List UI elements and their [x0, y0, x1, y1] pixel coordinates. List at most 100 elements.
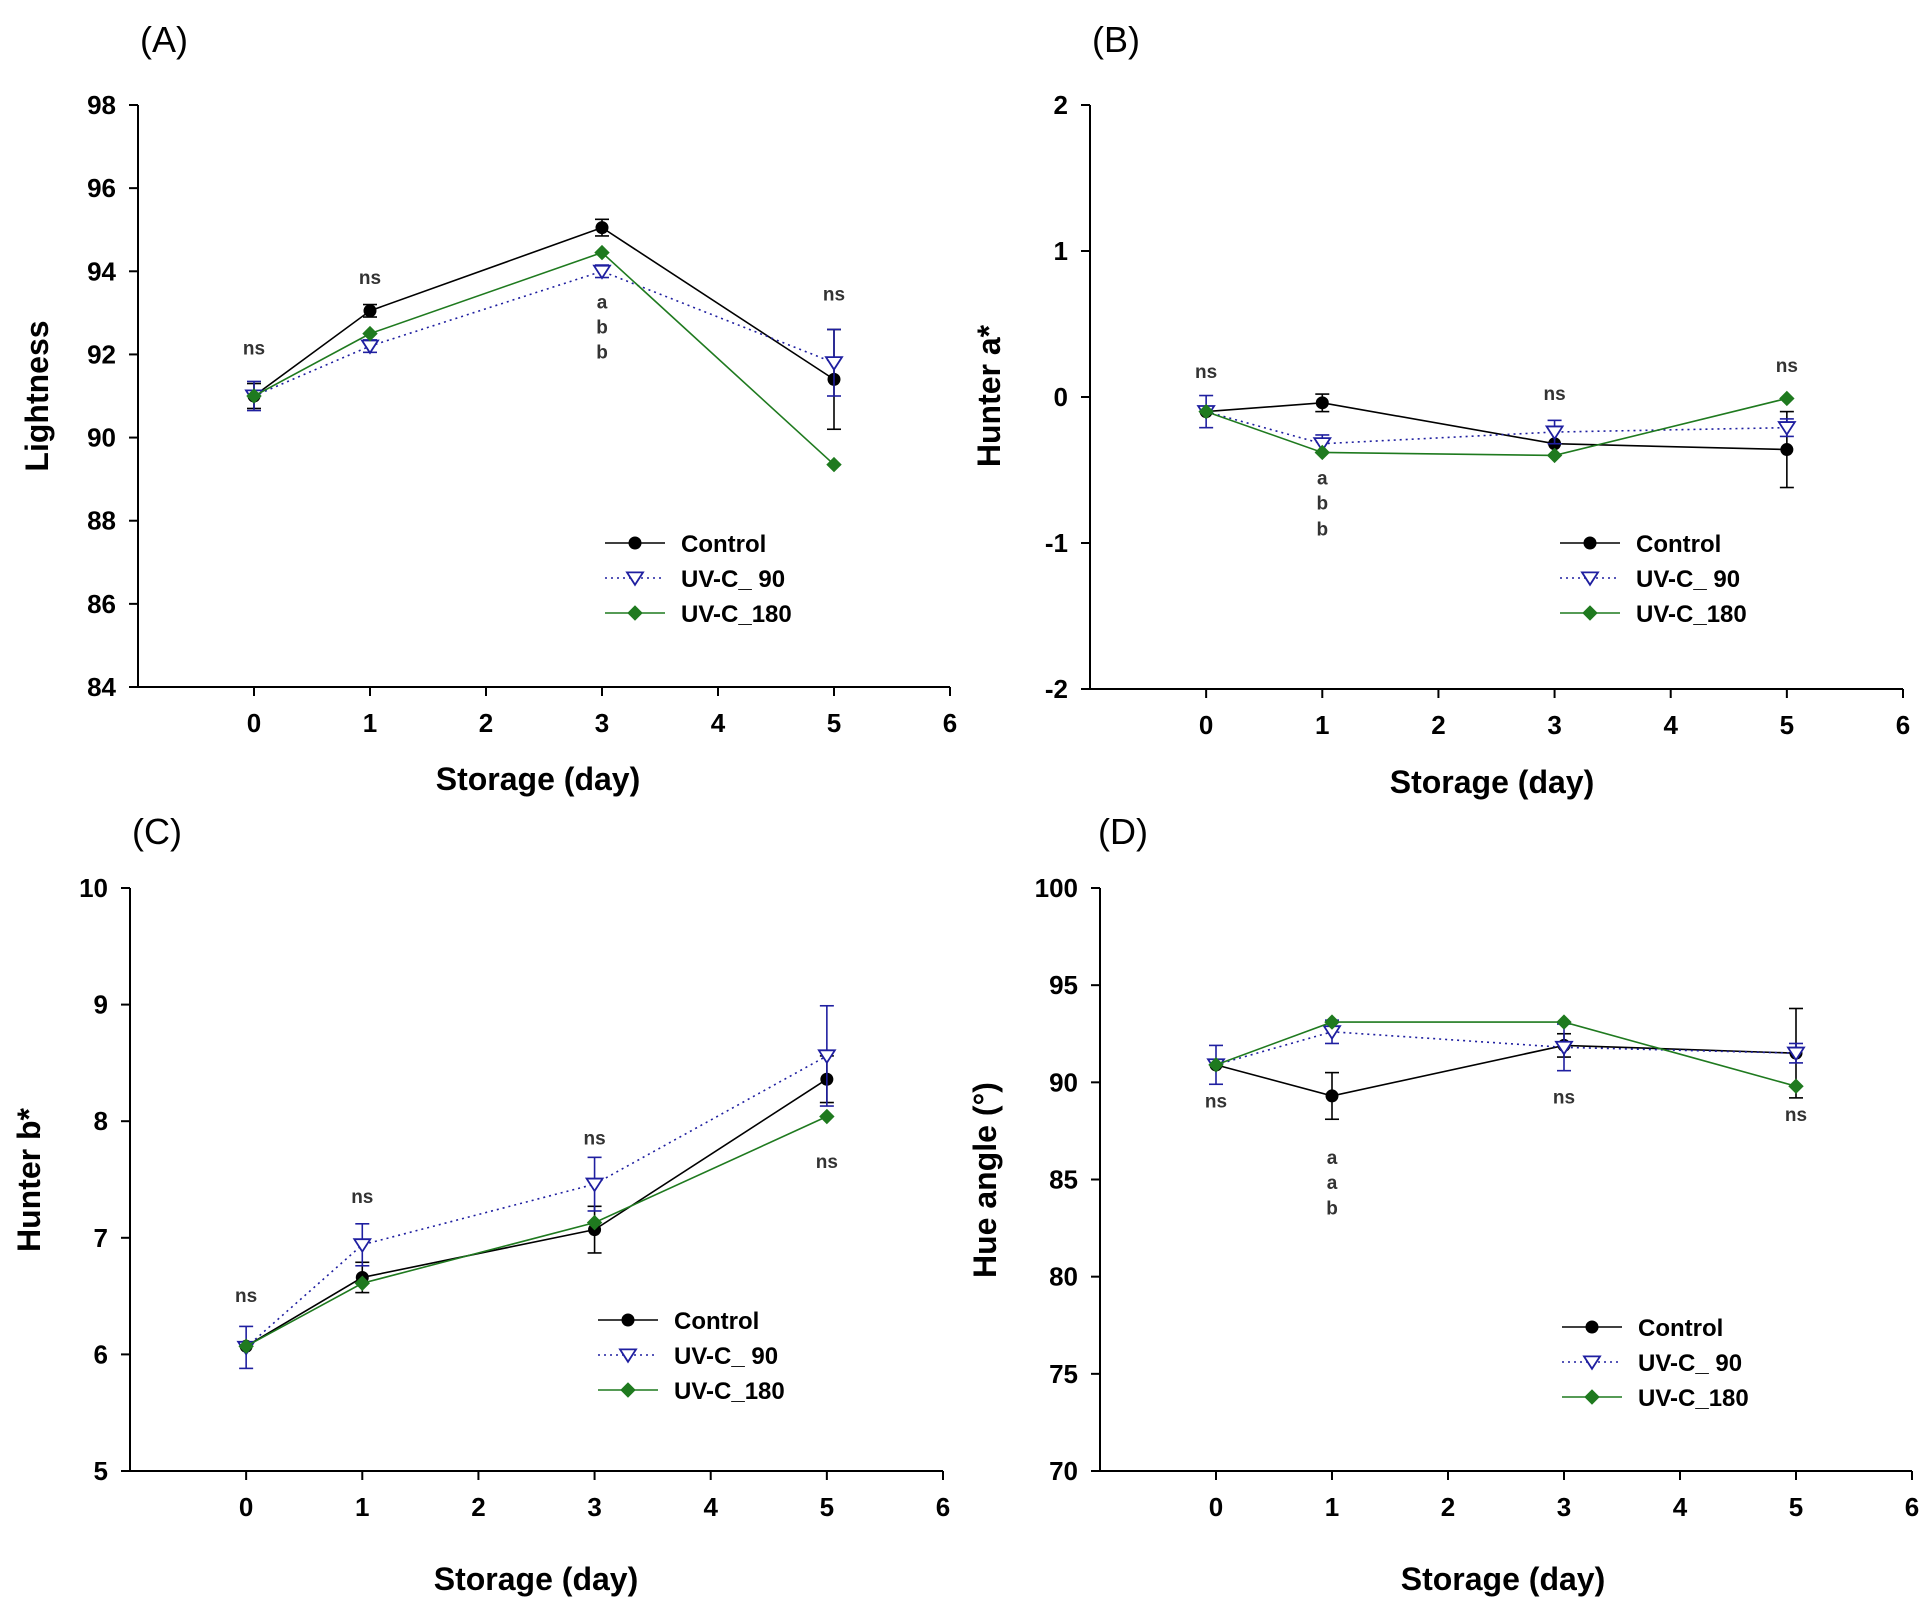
y-tick-label: 80: [1049, 1262, 1078, 1292]
y-tick-label: 90: [1049, 1067, 1078, 1097]
x-tick-label: 2: [1431, 710, 1445, 740]
significance-label: ns: [1553, 1088, 1575, 1109]
legend-marker-uvc180: [627, 605, 643, 621]
data-point-uvc180: [1788, 1078, 1804, 1094]
significance-label: ns: [1205, 1092, 1227, 1113]
y-tick-label: 90: [87, 423, 116, 453]
x-tick-label: 4: [711, 708, 726, 738]
series-line-uvc90: [253, 270, 835, 397]
significance-label: b: [1326, 1198, 1338, 1219]
data-point-uvc180: [246, 388, 262, 404]
significance-label: ns: [359, 268, 381, 289]
legend-marker-uvc180: [620, 1382, 636, 1398]
data-point-uvc90: [817, 1049, 837, 1065]
data-point-uvc180: [354, 1275, 370, 1291]
y-axis-label: Hunter a*: [971, 324, 1007, 467]
series-uvc90: [1196, 394, 1797, 454]
significance-label: ns: [1785, 1105, 1807, 1126]
data-point-uvc180: [1198, 403, 1214, 420]
significance-label: b: [1316, 520, 1328, 541]
y-axis-label: Lightness: [19, 320, 55, 471]
x-tick-label: 5: [820, 1492, 834, 1522]
x-tick-label: 3: [587, 1492, 601, 1522]
data-point-uvc180: [1208, 1057, 1224, 1073]
data-point-uvc180: [362, 325, 378, 342]
significance-label: ns: [235, 1286, 257, 1307]
data-point-uvc90: [1554, 1040, 1574, 1056]
panel-letter: (B): [1092, 19, 1140, 60]
y-tick-label: 70: [1049, 1456, 1078, 1486]
legend-label-uvc180: UV-C_180: [681, 601, 792, 628]
legend: Control UV-C_ 90 UV-C_180: [1562, 1315, 1749, 1412]
data-point-control: [1325, 1089, 1339, 1103]
data-point-control: [1315, 396, 1329, 410]
y-tick-label: 98: [87, 90, 116, 120]
series-line-control: [1206, 402, 1787, 451]
series-line-uvc90: [1215, 1030, 1797, 1066]
data-point-uvc90: [1544, 425, 1565, 441]
series-line-uvc180: [245, 1115, 828, 1347]
x-tick-label: 2: [471, 1492, 485, 1522]
panel-letter: (C): [132, 811, 182, 852]
legend-marker-uvc90: [1582, 1355, 1602, 1371]
data-point-uvc90: [1777, 421, 1797, 437]
y-tick-label: 96: [87, 173, 116, 203]
x-tick-label: 3: [1547, 710, 1561, 740]
data-point-uvc180: [586, 1214, 603, 1231]
series-line-control: [253, 226, 835, 397]
significance-label: ns: [823, 284, 845, 305]
data-point-uvc180: [1314, 444, 1330, 461]
chart-panel-a: (A) 84 86 88 90 92 94 96 98 0 1 2 3 4 5 6 Storage (day) L…: [19, 19, 957, 797]
y-tick-label: 84: [87, 672, 116, 702]
data-point-uvc90: [824, 356, 844, 372]
x-tick-label: 5: [827, 708, 841, 738]
series-uvc180: [1208, 1014, 1804, 1094]
significance-label: ns: [1776, 356, 1798, 377]
significance-label: a: [1317, 469, 1328, 490]
series-uvc180: [1198, 390, 1795, 464]
legend-marker-control: [1583, 536, 1597, 550]
y-tick-label: 100: [1035, 873, 1078, 903]
x-tick-label: 1: [363, 708, 377, 738]
significance-label: ns: [1543, 384, 1565, 405]
legend-label-control: Control: [674, 1308, 759, 1335]
legend-label-uvc90: UV-C_ 90: [681, 566, 785, 593]
y-tick-label: -1: [1045, 528, 1068, 558]
x-tick-label: 0: [1199, 710, 1213, 740]
significance-label: b: [596, 343, 608, 364]
significance-label: a: [1327, 1148, 1338, 1169]
significance-label: ns: [1195, 362, 1217, 383]
y-tick-label: 75: [1049, 1359, 1078, 1389]
x-tick-label: 1: [1325, 1492, 1339, 1522]
significance-label: b: [1316, 493, 1328, 514]
y-axis-label: Hunter b*: [11, 1107, 47, 1252]
y-tick-label: 1: [1054, 236, 1068, 266]
data-point-uvc90: [1312, 437, 1332, 453]
x-axis-label: Storage (day): [434, 1561, 638, 1597]
x-tick-label: 0: [239, 1492, 253, 1522]
significance-label: ns: [816, 1152, 838, 1173]
series-line-uvc180: [1215, 1021, 1797, 1087]
legend-marker-control: [1585, 1320, 1599, 1334]
y-tick-label: -2: [1045, 674, 1068, 704]
x-axis-label: Storage (day): [436, 761, 640, 797]
x-tick-label: 0: [1209, 1492, 1223, 1522]
x-tick-label: 4: [1663, 710, 1678, 740]
y-tick-label: 95: [1049, 970, 1078, 1000]
x-tick-label: 6: [1896, 710, 1910, 740]
legend-marker-control: [628, 536, 642, 550]
chart-panel-d: (D) 70 75 80 85 90 95 100 0 1 2 3 4 5 6 Storage (day) Hu…: [967, 811, 1919, 1597]
y-tick-label: 7: [94, 1223, 108, 1253]
significance-label: ns: [351, 1187, 373, 1208]
y-tick-label: 2: [1054, 90, 1068, 120]
series-uvc180: [238, 1108, 835, 1354]
x-axis-label: Storage (day): [1401, 1561, 1605, 1597]
data-point-uvc90: [1786, 1046, 1806, 1062]
legend-label-uvc180: UV-C_180: [1638, 1385, 1749, 1412]
chart-panel-c: (C) 5 6 7 8 9 10 0 1 2 3 4 5 6 Storage (day) Hunter b* n…: [11, 811, 950, 1597]
panel-letter: (D): [1098, 811, 1148, 852]
legend: Control UV-C_ 90 UV-C_180: [605, 531, 792, 628]
x-tick-label: 5: [1780, 710, 1794, 740]
y-tick-label: 5: [94, 1456, 108, 1486]
